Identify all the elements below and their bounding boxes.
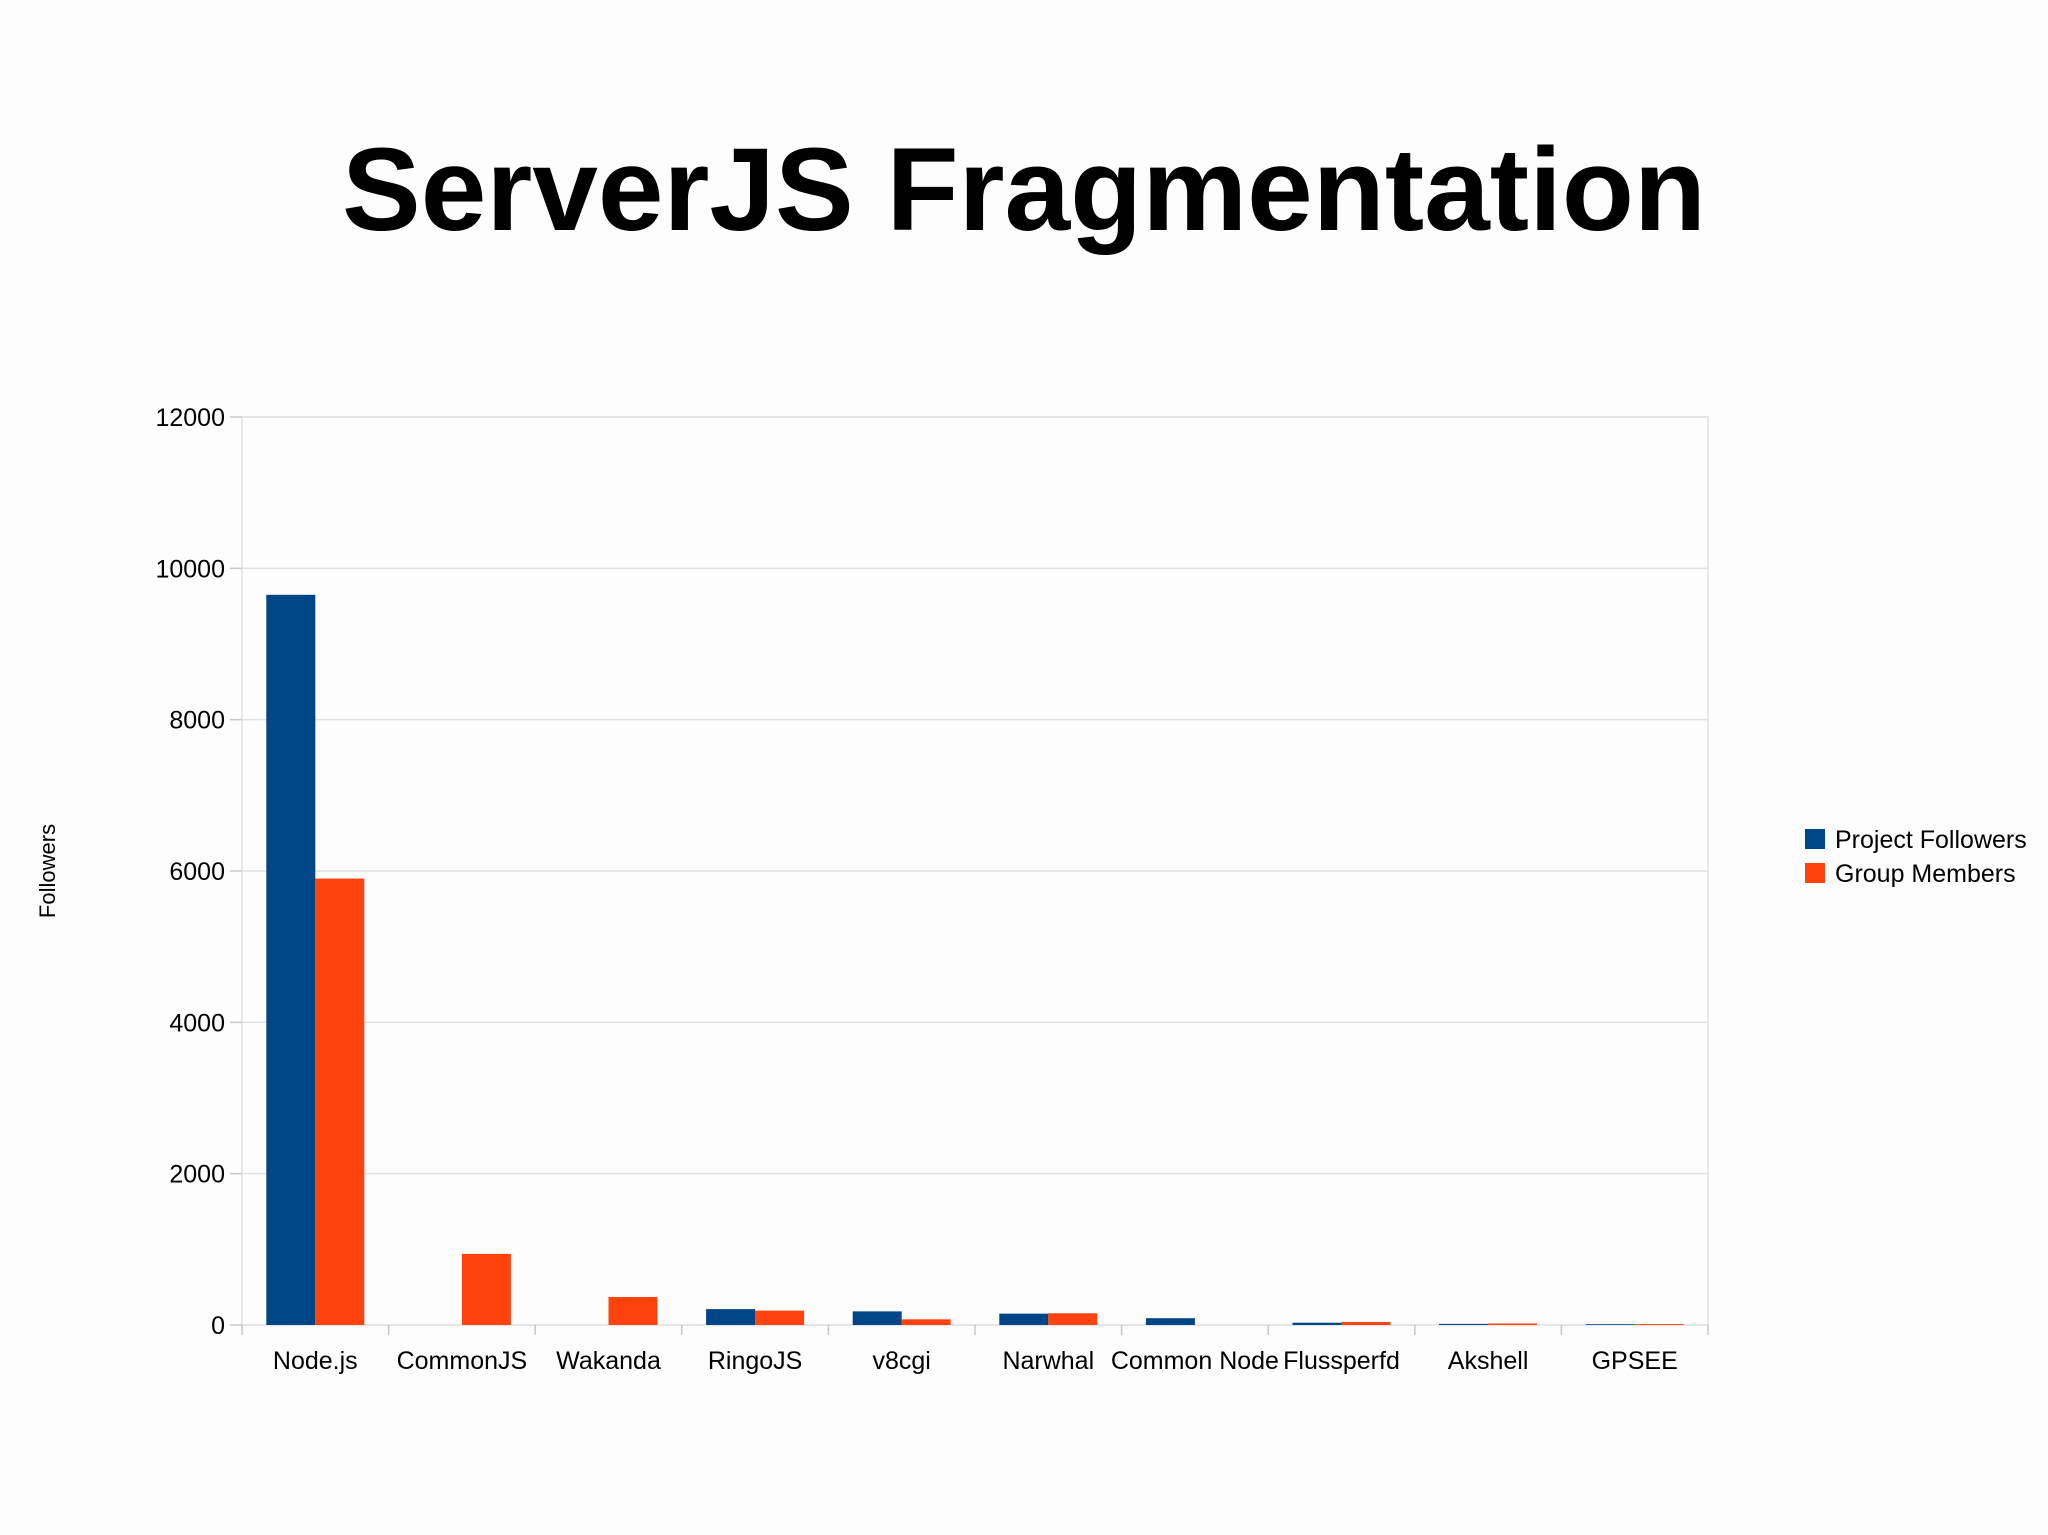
legend-swatch [1805,829,1825,849]
bar-group-members [1634,1324,1684,1325]
y-tick-label: 12000 [155,404,225,432]
bar-project-followers [1439,1323,1489,1325]
x-category-label: Narwhal [1002,1347,1094,1375]
bar-project-followers [1585,1324,1635,1325]
x-category-label: CommonJS [397,1347,528,1375]
bar-project-followers [266,594,316,1325]
y-tick-label: 8000 [169,707,225,735]
y-axis-title: Followers [35,824,60,918]
y-tick-label: 0 [211,1312,225,1340]
x-category-label: GPSEE [1592,1347,1678,1375]
bar-group-members [901,1319,951,1325]
x-category-label: RingoJS [708,1347,803,1375]
bar-project-followers [852,1311,902,1325]
x-category-label: Flussperfd [1283,1347,1400,1375]
y-tick-label: 2000 [169,1161,225,1189]
bar-group-members [1341,1321,1391,1325]
bar-group-members [1048,1313,1098,1325]
bar-project-followers [706,1309,756,1325]
y-tick-label: 10000 [155,555,225,583]
x-category-label: v8cgi [873,1347,931,1375]
page-title: ServerJS Fragmentation [341,124,1707,256]
x-category-label: Wakanda [556,1347,661,1375]
bar-group-members [461,1253,511,1325]
bar-project-followers [1145,1318,1195,1325]
bar-group-members [1488,1323,1538,1325]
bar-project-followers [1292,1322,1342,1325]
bar-project-followers [999,1313,1049,1325]
bar-group-members [608,1297,658,1325]
legend-label: Project Followers [1835,826,2027,854]
x-category-label: Node.js [273,1347,358,1375]
legend-swatch [1805,863,1825,883]
bar-group-members [315,878,365,1325]
x-category-label: Akshell [1448,1347,1529,1375]
y-tick-label: 4000 [169,1009,225,1037]
y-tick-label: 6000 [169,858,225,886]
x-category-label: Common Node [1111,1347,1279,1375]
bar-group-members [755,1310,805,1325]
legend-label: Group Members [1835,860,2016,888]
